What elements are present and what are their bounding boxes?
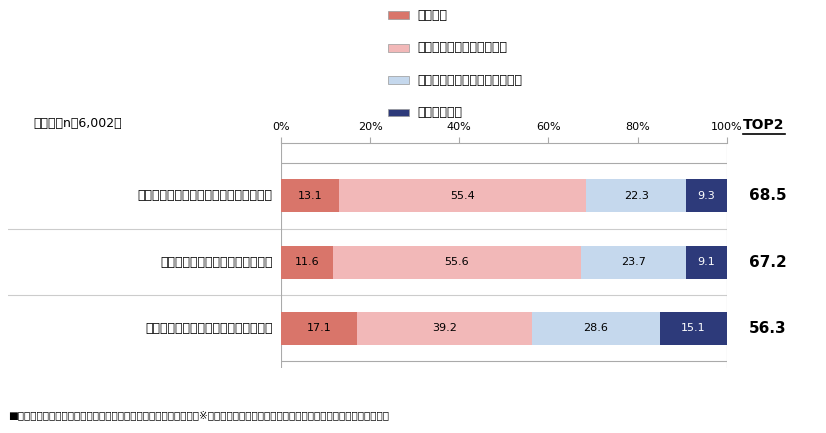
Text: 67.2: 67.2 bbox=[749, 255, 787, 270]
Text: 摂りたい: 摂りたい bbox=[417, 9, 447, 22]
Text: TOP2: TOP2 bbox=[743, 118, 785, 132]
Bar bbox=[339, 179, 586, 213]
Text: 9.3: 9.3 bbox=[698, 191, 715, 201]
Text: 55.4: 55.4 bbox=[450, 191, 475, 201]
Text: （全員　n＝6,002）: （全員 n＝6,002） bbox=[33, 117, 121, 130]
Bar bbox=[333, 246, 581, 279]
Bar bbox=[281, 246, 333, 279]
Text: ■あなたは、今後、次の食品や飲料を、摂りたいと思いますか。　※既に摂られている方は、今後の継続意向としてお答えください。: ■あなたは、今後、次の食品や飲料を、摂りたいと思いますか。 ※既に摂られている方… bbox=[8, 410, 389, 420]
Text: 56.3: 56.3 bbox=[749, 321, 787, 336]
Bar bbox=[281, 179, 339, 213]
Text: 11.6: 11.6 bbox=[294, 257, 319, 267]
Bar bbox=[659, 312, 727, 345]
Text: 23.7: 23.7 bbox=[621, 257, 646, 267]
Bar bbox=[581, 246, 686, 279]
Text: 15.1: 15.1 bbox=[681, 323, 705, 333]
Bar bbox=[281, 312, 357, 345]
Text: 28.6: 28.6 bbox=[583, 323, 608, 333]
Text: 17.1: 17.1 bbox=[306, 323, 331, 333]
Text: 55.6: 55.6 bbox=[444, 257, 469, 267]
Text: 22.3: 22.3 bbox=[624, 191, 648, 201]
Text: 68.5: 68.5 bbox=[749, 188, 787, 204]
Bar bbox=[357, 312, 532, 345]
Text: 栄養機能食品の食品・飲料・菓子: 栄養機能食品の食品・飲料・菓子 bbox=[160, 255, 273, 268]
Bar bbox=[532, 312, 659, 345]
Bar bbox=[686, 179, 728, 213]
Text: 13.1: 13.1 bbox=[297, 191, 322, 201]
Bar bbox=[686, 246, 727, 279]
Text: トクホ（特定保健用食品）の食品・飲料: トクホ（特定保健用食品）の食品・飲料 bbox=[138, 189, 273, 202]
Text: 9.1: 9.1 bbox=[698, 257, 715, 267]
Text: どちらかというと摂りたい: どちらかというと摂りたい bbox=[417, 41, 507, 54]
Bar bbox=[586, 179, 686, 213]
Text: 摂りたくない: 摂りたくない bbox=[417, 106, 462, 119]
Text: どちらかというと摂りたくない: どちらかというと摂りたくない bbox=[417, 74, 522, 87]
Text: 今後の摂取意向: 今後の摂取意向 bbox=[83, 58, 165, 77]
Text: 39.2: 39.2 bbox=[432, 323, 457, 333]
Text: サプリメントなどのいわゆる健康食品: サプリメントなどのいわゆる健康食品 bbox=[145, 322, 273, 335]
